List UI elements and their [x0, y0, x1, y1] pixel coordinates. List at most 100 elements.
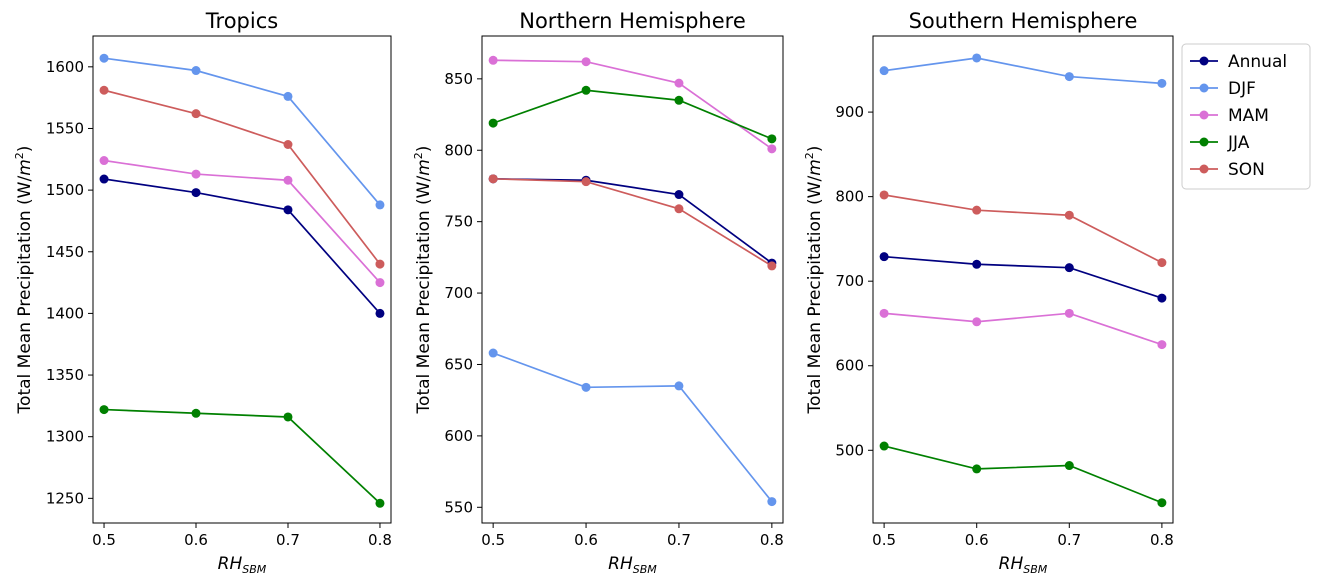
panel-2: Northern Hemisphere 0.5 0.6 0.7 0.8 550 600 650… — [412, 9, 784, 576]
y-tick-label: 700 — [835, 272, 864, 290]
data-point — [1064, 263, 1074, 273]
data-point — [283, 175, 293, 185]
legend-box — [1181, 43, 1311, 190]
y-tick-label: 900 — [835, 103, 864, 121]
series-line — [493, 59, 773, 150]
x-tick-label: 0.8 — [760, 531, 784, 549]
legend-entry-jja: JJA — [1190, 133, 1250, 153]
data-point — [879, 252, 889, 262]
legend-entry-djf: DJF — [1190, 79, 1256, 99]
x-tick-label: 0.6 — [965, 531, 989, 549]
data-point — [674, 95, 684, 105]
legend-marker — [1199, 56, 1209, 66]
series-line — [493, 177, 773, 264]
series-annual — [488, 174, 777, 268]
data-point — [674, 78, 684, 88]
series-line — [883, 194, 1163, 264]
data-point — [767, 497, 777, 507]
series-djf — [99, 53, 385, 210]
series-line — [103, 57, 381, 206]
data-point — [283, 205, 293, 215]
y-tick-label: 1350 — [46, 366, 84, 384]
data-point — [879, 190, 889, 200]
series-line — [103, 178, 381, 314]
y-tick-label: 800 — [444, 141, 473, 159]
data-point — [488, 348, 498, 358]
legend-label: SON — [1228, 160, 1265, 180]
data-point — [581, 177, 591, 187]
series-djf — [488, 348, 777, 507]
data-point — [767, 134, 777, 144]
data-point — [191, 109, 201, 119]
panel-3: Southern Hemisphere 0.5 0.6 0.7 0.8 500 600 700… — [803, 9, 1174, 576]
legend-marker — [1199, 137, 1209, 147]
series-line — [492, 352, 773, 503]
series-son — [99, 85, 385, 269]
x-tick-label: 0.7 — [276, 531, 300, 549]
legend-marker — [1199, 164, 1209, 174]
x-tick-label: 0.8 — [1150, 531, 1174, 549]
data-point — [99, 174, 109, 184]
series-line — [104, 408, 381, 504]
data-point — [99, 85, 109, 95]
data-point — [581, 382, 591, 392]
data-point — [191, 169, 201, 179]
x-tick-label: 0.6 — [574, 531, 598, 549]
legend-entry-mam: MAM — [1190, 106, 1269, 126]
panel-title: Southern Hemisphere — [909, 9, 1138, 33]
data-point — [674, 204, 684, 214]
data-point — [674, 381, 684, 391]
y-tick-label: 550 — [444, 498, 473, 516]
y-tick-label: 500 — [835, 441, 864, 459]
y-tick-label: 1550 — [46, 119, 84, 137]
data-point — [1064, 72, 1074, 82]
series-jja — [488, 85, 777, 144]
y-tick-label: 1400 — [46, 304, 84, 322]
series-jja — [879, 441, 1167, 508]
data-point — [767, 261, 777, 271]
data-point — [674, 190, 684, 200]
data-point — [1064, 210, 1074, 220]
legend-label: Annual — [1228, 52, 1287, 72]
panels: Tropics 0.5 0.6 0.7 0.8 1250 1300 1350 1400 1450 1… — [13, 9, 1174, 576]
data-point — [99, 156, 109, 166]
data-point — [1157, 258, 1167, 268]
data-point — [972, 205, 982, 215]
y-axis-label: Total Mean Precipitation (W/m2) — [412, 146, 434, 415]
data-point — [375, 278, 385, 288]
series-son — [879, 190, 1167, 268]
series-mam — [879, 308, 1167, 350]
y-tick-label: 700 — [444, 284, 473, 302]
data-point — [767, 144, 777, 154]
panel-1: Tropics 0.5 0.6 0.7 0.8 1250 1300 1350 1400 1450 1… — [13, 9, 392, 576]
data-point — [1157, 293, 1167, 303]
y-tick-label: 600 — [835, 357, 864, 375]
data-point — [972, 259, 982, 269]
series-line — [884, 312, 1163, 346]
data-point — [191, 408, 201, 418]
data-point — [488, 174, 498, 184]
legend-marker — [1199, 110, 1209, 120]
data-point — [488, 55, 498, 65]
data-point — [1157, 78, 1167, 88]
data-point — [879, 441, 889, 451]
legend-label: MAM — [1228, 106, 1269, 126]
data-point — [972, 53, 982, 63]
y-axis-label: Total Mean Precipitation (W/m2) — [13, 146, 35, 415]
data-point — [879, 308, 889, 318]
plot-frame — [92, 35, 392, 524]
legend-entry-son: SON — [1190, 160, 1265, 180]
data-point — [99, 53, 109, 63]
x-tick-label: 0.7 — [1057, 531, 1081, 549]
data-point — [99, 405, 109, 415]
data-point — [972, 464, 982, 474]
data-point — [1157, 340, 1167, 350]
series-line — [103, 89, 381, 265]
data-point — [1157, 498, 1167, 508]
data-point — [375, 259, 385, 269]
series-line — [493, 177, 773, 267]
data-point — [375, 308, 385, 318]
series-son — [488, 174, 777, 271]
legend-label: DJF — [1228, 79, 1256, 99]
